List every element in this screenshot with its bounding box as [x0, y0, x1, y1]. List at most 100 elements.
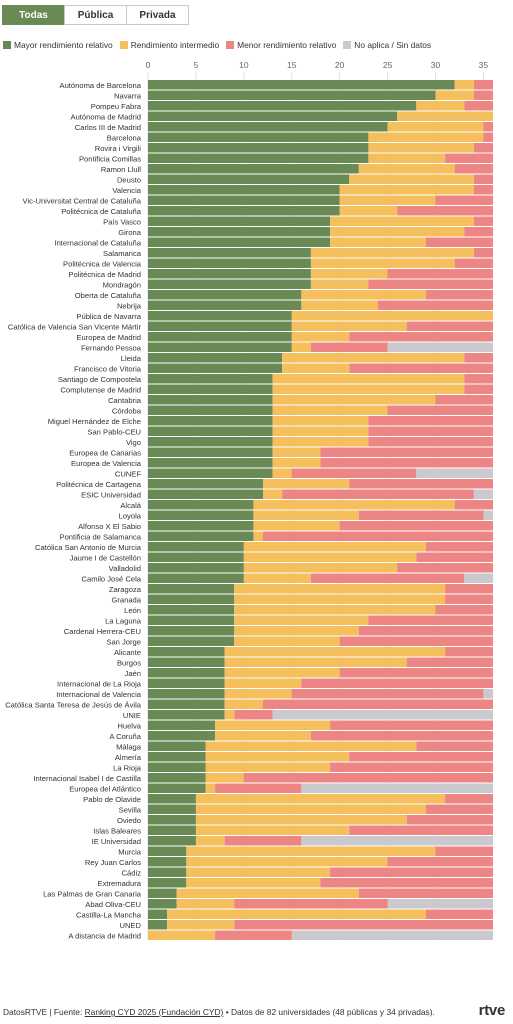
university-label: Alfonso X El Sabio [78, 522, 141, 531]
bar-segment-mayor [148, 825, 196, 835]
bar-segment-menor [464, 353, 493, 363]
bar-segment-mayor [148, 447, 273, 457]
bar-segment-menor [435, 395, 493, 405]
bar-segment-mayor [148, 752, 206, 762]
bar-segment-mayor [148, 311, 292, 321]
bar-segment-intermedio [176, 899, 235, 909]
university-label: Valencia [112, 186, 141, 195]
bar-segment-menor [310, 573, 465, 583]
bar-segment-mayor [148, 531, 254, 541]
bar-segment-mayor [148, 909, 168, 919]
bar-segment-intermedio [435, 90, 474, 100]
bar-segment-mayor [148, 321, 292, 331]
university-label: Pública de Navarra [76, 312, 141, 321]
university-label: La Laguna [105, 616, 142, 625]
bar-segment-menor [473, 80, 493, 90]
university-label: Miguel Hernández de Elche [48, 417, 141, 426]
bar-segment-intermedio [272, 437, 369, 447]
x-tick-label: 35 [479, 60, 489, 70]
legend-item-mayor[interactable]: Mayor rendimiento relativo [3, 40, 113, 50]
legend-swatch-menor [226, 41, 235, 49]
legend-item-na[interactable]: No aplica / Sin datos [343, 40, 431, 50]
bar-segment-mayor [148, 363, 283, 373]
bar-segment-mayor [148, 636, 235, 646]
bar-segment-menor [234, 920, 493, 930]
chart-legend: Mayor rendimiento relativo Rendimiento i… [3, 40, 438, 50]
x-tick-label: 0 [146, 60, 151, 70]
bar-segment-mayor [148, 657, 225, 667]
university-label: Carlos III de Madrid [75, 123, 141, 132]
bar-segment-mayor [148, 668, 225, 678]
bar-segment-intermedio [310, 248, 474, 258]
bar-segment-intermedio [339, 185, 474, 195]
stacked-bar-chart: 0 5 10 15 20 25 30 35 Autónoma de BarcelonaNavar… [5, 60, 493, 941]
bar-segment-menor [473, 185, 493, 195]
bar-segment-menor [464, 101, 493, 111]
university-label: Católica Santa Teresa de Jesús de Ávila [5, 700, 142, 709]
bar-segment-mayor [148, 563, 244, 573]
university-label: Católica de Valencia San Vicente Mártir [8, 322, 142, 331]
bar-segment-intermedio [167, 909, 426, 919]
bar-segment-intermedio [195, 825, 350, 835]
bar-segment-menor [483, 132, 493, 142]
bar-segment-menor [330, 867, 493, 877]
bar-segment-mayor [148, 416, 273, 426]
university-label: Autónoma de Madrid [71, 112, 142, 121]
bar-segment-menor [368, 426, 493, 436]
bar-segment-mayor [148, 920, 168, 930]
bar-segment-menor [425, 290, 493, 300]
bar-segment-menor [349, 479, 493, 489]
bar-segment-menor [349, 752, 493, 762]
bar-segment-menor [473, 90, 493, 100]
bar-segment-intermedio [397, 111, 493, 121]
bar-segment-mayor [148, 699, 225, 709]
bar-segment-menor [339, 636, 493, 646]
bar-segment-menor [330, 762, 493, 772]
bar-segment-intermedio [358, 164, 455, 174]
bar-segment-mayor [148, 279, 311, 289]
legend-label-na: No aplica / Sin datos [354, 40, 432, 50]
bar-segment-intermedio [195, 815, 407, 825]
bar-segment-mayor [148, 374, 273, 384]
university-label: Las Palmas de Gran Canaria [43, 889, 142, 898]
bar-segment-menor [435, 846, 493, 856]
bar-segment-na [473, 489, 493, 499]
bar-segment-intermedio [330, 216, 474, 226]
bar-segment-menor [425, 542, 493, 552]
bar-segment-intermedio [148, 930, 216, 940]
university-label: Extremadura [98, 879, 142, 888]
source-link[interactable]: Ranking CYD 2025 (Fundación CYD) [84, 1007, 224, 1017]
bar-segment-intermedio [310, 279, 369, 289]
university-label: Cardenal Herrera-CEU [64, 627, 141, 636]
bar-segment-na [416, 468, 493, 478]
university-label: Vic-Universitat Central de Cataluña [23, 196, 142, 205]
bar-segment-intermedio [339, 195, 436, 205]
x-tick-label: 5 [194, 60, 199, 70]
bar-segment-menor [349, 825, 493, 835]
university-label: Almería [115, 753, 142, 762]
bar-segment-intermedio [243, 542, 426, 552]
bar-segment-mayor [148, 195, 340, 205]
bar-segment-intermedio [368, 143, 474, 153]
legend-item-menor[interactable]: Menor rendimiento relativo [226, 40, 336, 50]
bar-segment-menor [425, 909, 493, 919]
university-label: Internacional de La Rioja [57, 679, 142, 688]
bar-segment-na [483, 510, 493, 520]
legend-label-mayor: Mayor rendimiento relativo [14, 40, 113, 50]
bar-segment-intermedio [215, 720, 331, 730]
legend-item-intermedio[interactable]: Rendimiento intermedio [119, 40, 219, 50]
bar-segment-mayor [148, 342, 292, 352]
bar-segment-mayor [148, 458, 273, 468]
bar-segment-menor [445, 794, 493, 804]
tab-privada[interactable]: Privada [126, 5, 189, 25]
bar-segment-na [301, 836, 493, 846]
bar-segment-na [387, 342, 493, 352]
bar-segment-menor [339, 668, 493, 678]
bar-segment-menor [378, 300, 493, 310]
university-label: IE Universidad [92, 837, 141, 846]
tab-publica[interactable]: Pública [64, 5, 127, 25]
university-label: Francisco de Vitoria [74, 364, 142, 373]
bar-segment-mayor [148, 794, 196, 804]
tab-todas[interactable]: Todas [2, 5, 65, 25]
bar-segment-intermedio [167, 920, 235, 930]
